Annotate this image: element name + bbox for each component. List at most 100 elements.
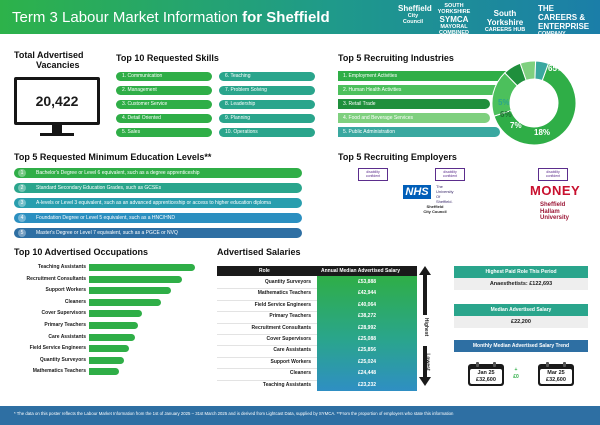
- occupation-bar: [89, 287, 171, 295]
- money-employer-logo: MONEY: [530, 183, 581, 198]
- occupations-chart: Teaching Assistants Recruitment Consultan…: [0, 262, 210, 382]
- education-item: 2 Standard Secondary Education Grades, su…: [14, 183, 302, 193]
- occupation-bar: [89, 333, 135, 341]
- skill-pill: 3. Customer Service: [116, 100, 212, 109]
- occupation-label: Care Assistants: [48, 333, 86, 340]
- calendar-icon: Jan 25 £32,600: [468, 362, 504, 386]
- occupation-bar: [89, 298, 162, 306]
- calendar-ring: [476, 362, 479, 367]
- salary-role: Primary Teachers: [269, 313, 311, 320]
- skill-pill: 4. Detail Oriented: [116, 114, 212, 123]
- monitor-icon: 20,422: [14, 77, 100, 125]
- occupation-bar: [89, 310, 142, 318]
- salary-value: £25,088: [357, 336, 377, 342]
- salary-column-header: Annual Median Advertised Salary: [321, 268, 401, 274]
- salary-value: £25,024: [357, 358, 377, 365]
- education-item: 1 Bachelor's Degree or Level 6 equivalent…: [14, 168, 302, 178]
- education-rank: 1: [18, 169, 26, 177]
- industry-bar: 4. Food and Beverage Services: [338, 113, 490, 123]
- role-column-header: Role: [259, 268, 270, 274]
- arrow-shaft: [423, 346, 427, 378]
- highest-paid-title: Highest Paid Role This Period: [454, 266, 588, 278]
- skill-pill: 1. Communication: [116, 72, 212, 81]
- row-divider: [217, 345, 317, 347]
- salary-role: Recruitment Consultants: [251, 324, 311, 331]
- symca-logo: SOUTH YORKSHIRE SYMCA MAYORAL COMBINED A…: [437, 3, 471, 42]
- occupation-bar: [89, 264, 195, 271]
- education-item: 4 Foundation Degree or Level 5 equivalent…: [14, 213, 302, 223]
- skill-pill: 5. Sales: [116, 128, 212, 137]
- education-rank: 5: [18, 229, 26, 237]
- salary-role: Cleaners: [289, 370, 311, 377]
- skill-pill: 10. Operations: [219, 128, 315, 137]
- disability-confident-badge: disability confident: [538, 168, 568, 181]
- skill-pill: 9. Planning: [219, 114, 315, 123]
- education-item: 5 Master's Degree or Level 7 equivalent, …: [14, 228, 302, 238]
- highest-label: Highest: [423, 317, 430, 337]
- total-vacancies-value: 20,422: [35, 93, 79, 109]
- careers-hub-logo: South Yorkshire CAREERS HUB: [484, 9, 526, 33]
- occupation-label: Cover Supervisors: [41, 310, 86, 317]
- salary-value: £38,272: [357, 313, 377, 320]
- arrow-up-icon: [419, 266, 431, 275]
- occupation-label: Field Service Engineers: [29, 345, 86, 352]
- median-salary-title: Median Advertised Salary: [454, 304, 588, 316]
- education-rank: 2: [18, 184, 26, 192]
- occupation-bar: [89, 368, 119, 376]
- header-banner: Term 3 Labour Market Information for She…: [0, 0, 600, 42]
- salary-role: Care Assistants: [273, 347, 311, 354]
- footer-note: * The data on this poster reflects the L…: [14, 411, 454, 416]
- occupation-label: Teaching Assistants: [37, 264, 86, 270]
- page-title: Term 3 Labour Market Information for She…: [12, 9, 330, 26]
- occupation-bar: [89, 275, 183, 283]
- salary-value: £53,888: [357, 279, 377, 285]
- occupation-label: Quantity Surveyors: [39, 356, 86, 363]
- salary-value: £40,064: [357, 301, 377, 308]
- nhs-logo: NHS: [403, 185, 431, 199]
- occupation-label: Mathematics Teachers: [32, 368, 86, 375]
- sheffield-hallam-logo: Sheffield Hallam University: [540, 202, 570, 221]
- disability-confident-badge: disability confident: [435, 168, 465, 181]
- calendar-ring: [563, 362, 566, 367]
- salary-table-header: Role Annual Median Advertised Salary: [217, 266, 417, 276]
- total-vacancies-title: Total Advertised Vacancies: [14, 50, 84, 70]
- industry-bar: 1. Employment Activities: [338, 71, 514, 81]
- sheffield-council-logo: Sheffield City Council: [398, 4, 432, 25]
- monitor-stand: [52, 125, 62, 133]
- lowest-label: Lowest: [424, 353, 431, 371]
- industry-bar: 5. Public Administration: [338, 127, 500, 137]
- salary-value: £42,944: [357, 290, 377, 297]
- salary-value: £24,448: [357, 370, 377, 377]
- trend-change: + £0: [513, 367, 519, 380]
- arrow-down-icon: [419, 377, 431, 386]
- employers-title: Top 5 Recruiting Employers: [338, 152, 457, 162]
- skill-pill: 2. Management: [116, 86, 212, 95]
- row-divider: [217, 334, 317, 335]
- row-divider: [217, 368, 317, 370]
- skills-title: Top 10 Requested Skills: [116, 53, 219, 63]
- donut-label-5: 5%: [498, 98, 510, 107]
- industries-title: Top 5 Recruiting Industries: [338, 53, 454, 63]
- occupation-bar: [89, 356, 124, 364]
- occupation-bar: [89, 322, 138, 329]
- skill-pill: 6. Teaching: [219, 72, 315, 81]
- calendar-ring: [546, 362, 549, 367]
- salaries-title: Advertised Salaries: [217, 247, 301, 257]
- row-divider: [217, 299, 317, 301]
- education-title: Top 5 Requested Minimum Education Levels…: [14, 152, 212, 162]
- footer-banner: * The data on this poster reflects the L…: [0, 406, 600, 425]
- occupation-label: Cleaners: [64, 298, 86, 305]
- occupation-label: Primary Teachers: [44, 322, 86, 328]
- skill-pill: 7. Problem Solving: [219, 86, 315, 95]
- donut-slice: [493, 62, 577, 146]
- salary-value: £25,856: [357, 347, 377, 354]
- education-rank: 4: [18, 214, 26, 222]
- salary-value: £23,232: [357, 381, 377, 388]
- row-divider: [217, 356, 317, 358]
- trend-start: Jan 25 £32,600: [470, 369, 502, 384]
- sheffield-city-council-logo: Sheffield City Council: [423, 204, 447, 214]
- industry-bar: 2. Human Health Activities: [338, 85, 500, 95]
- occupation-label: Support Workers: [45, 287, 86, 294]
- row-divider: [217, 288, 317, 290]
- skill-pill: 8. Leadership: [219, 100, 315, 109]
